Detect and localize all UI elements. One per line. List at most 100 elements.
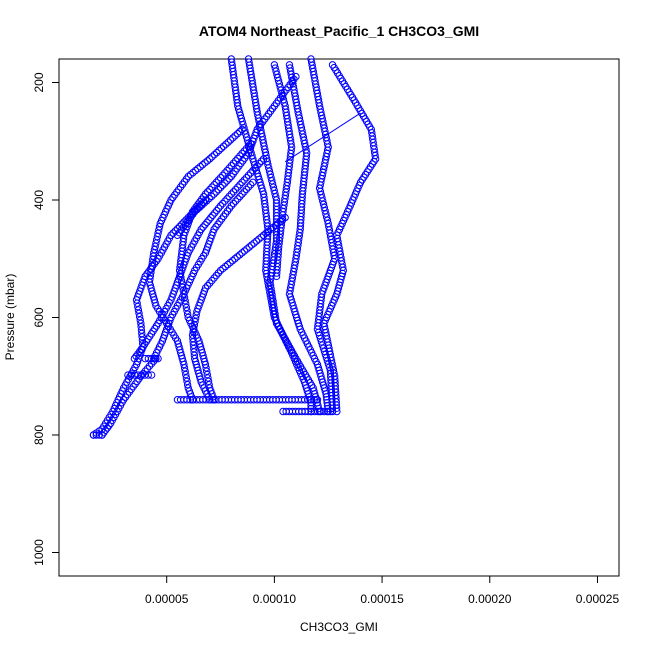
data-point (192, 311, 200, 319)
data-point (139, 370, 147, 378)
data-point (269, 223, 277, 232)
data-point (214, 176, 223, 184)
data-point (212, 188, 220, 196)
data-point (255, 235, 263, 243)
data-point (132, 352, 140, 360)
data-point (223, 195, 231, 203)
data-point (229, 199, 238, 208)
data-point (264, 227, 273, 236)
data-point (313, 325, 322, 333)
data-point (204, 374, 212, 382)
data-point (132, 296, 141, 304)
data-point (200, 199, 209, 207)
data-point (229, 134, 237, 142)
data-point (231, 255, 239, 263)
data-point (195, 203, 204, 212)
data-point (189, 168, 197, 177)
data-point (134, 302, 142, 311)
data-point (222, 140, 230, 148)
data-point (255, 159, 264, 168)
y-tick-label: 200 (32, 72, 46, 92)
data-point (212, 206, 221, 215)
data-point (135, 309, 143, 317)
data-point (173, 231, 182, 239)
data-point (182, 370, 190, 379)
data-point (216, 266, 225, 275)
data-point (221, 169, 229, 177)
data-point (190, 321, 199, 329)
y-tick-label: 600 (32, 307, 46, 327)
data-point (135, 347, 144, 356)
data-point (227, 190, 236, 198)
data-point (212, 178, 220, 187)
data-point (276, 217, 285, 226)
data-point (201, 159, 209, 167)
data-point (218, 181, 227, 190)
data-point (154, 354, 162, 363)
data-point (219, 264, 227, 273)
data-point (210, 181, 218, 189)
data-point (250, 239, 258, 247)
data-point (215, 146, 223, 155)
data-point (267, 225, 275, 234)
data-point (199, 223, 207, 231)
data-point (214, 269, 223, 277)
data-point (245, 243, 253, 251)
x-tick-label: 0.00015 (360, 592, 404, 606)
data-point (221, 197, 229, 205)
data-point (203, 197, 211, 205)
data-point (202, 367, 211, 375)
data-point (238, 249, 246, 257)
data-point (231, 185, 240, 194)
data-point (226, 258, 234, 267)
y-tick-label: 800 (32, 425, 46, 445)
data-point (206, 185, 214, 194)
data-point (144, 371, 152, 379)
data-point (262, 229, 270, 237)
data-point (181, 367, 189, 375)
data-point (101, 426, 110, 434)
data-point (212, 271, 220, 280)
data-point (229, 188, 238, 196)
data-point (238, 190, 246, 198)
data-point (210, 190, 218, 198)
data-point (191, 314, 200, 323)
data-point (247, 241, 256, 249)
data-point (180, 364, 189, 372)
data-point (202, 364, 210, 372)
data-point (231, 197, 240, 205)
data-point (177, 276, 186, 285)
data-point (223, 166, 231, 175)
data-point (240, 176, 248, 184)
data-point (224, 260, 232, 269)
data-point (225, 164, 233, 172)
data-point (217, 144, 226, 153)
x-tick-label: 0.00010 (253, 592, 297, 606)
data-point (238, 178, 246, 187)
data-point (252, 237, 261, 245)
y-axis: 200 400 600 800 1000 (32, 72, 59, 566)
y-axis-label: Pressure (mbar) (3, 274, 17, 361)
data-point (231, 132, 239, 140)
data-point (243, 245, 251, 253)
data-point (246, 181, 255, 189)
data-point (218, 171, 227, 180)
data-point (216, 202, 225, 210)
data-point (249, 166, 257, 175)
data-point (244, 171, 253, 180)
data-point (196, 163, 204, 171)
data-point (226, 136, 235, 144)
data-point (201, 220, 209, 229)
data-point (214, 204, 223, 212)
data-point (259, 155, 268, 163)
data-point (203, 188, 212, 196)
x-axis-label: CH3CO3_GMI (300, 620, 378, 634)
data-point (314, 328, 323, 337)
data-point (242, 173, 251, 182)
data-point (175, 266, 184, 275)
data-point (205, 216, 213, 224)
data-point (240, 147, 248, 155)
data-point (92, 431, 101, 439)
data-point (147, 359, 156, 368)
data-point (236, 127, 244, 136)
